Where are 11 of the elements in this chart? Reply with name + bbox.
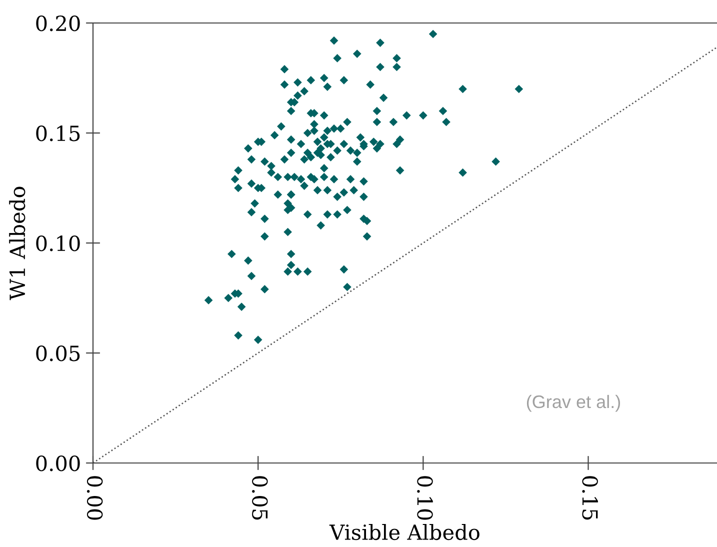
x-tick-label: 0.05 xyxy=(252,476,268,520)
x-tick-label: 0.10 xyxy=(417,476,433,520)
y-tick-label: 0.05 xyxy=(36,345,80,362)
annotation: (Grav et al.) xyxy=(526,394,620,412)
y-tick-label: 0.00 xyxy=(36,455,80,472)
y-tick-label: 0.20 xyxy=(36,15,80,32)
x-axis-title: Visible Albedo xyxy=(329,524,480,540)
y-tick-label: 0.15 xyxy=(36,125,80,142)
y-tick-label: 0.10 xyxy=(36,235,80,252)
x-tick-label: 0.15 xyxy=(582,476,598,520)
y-axis-title: W1 Albedo xyxy=(9,186,26,300)
